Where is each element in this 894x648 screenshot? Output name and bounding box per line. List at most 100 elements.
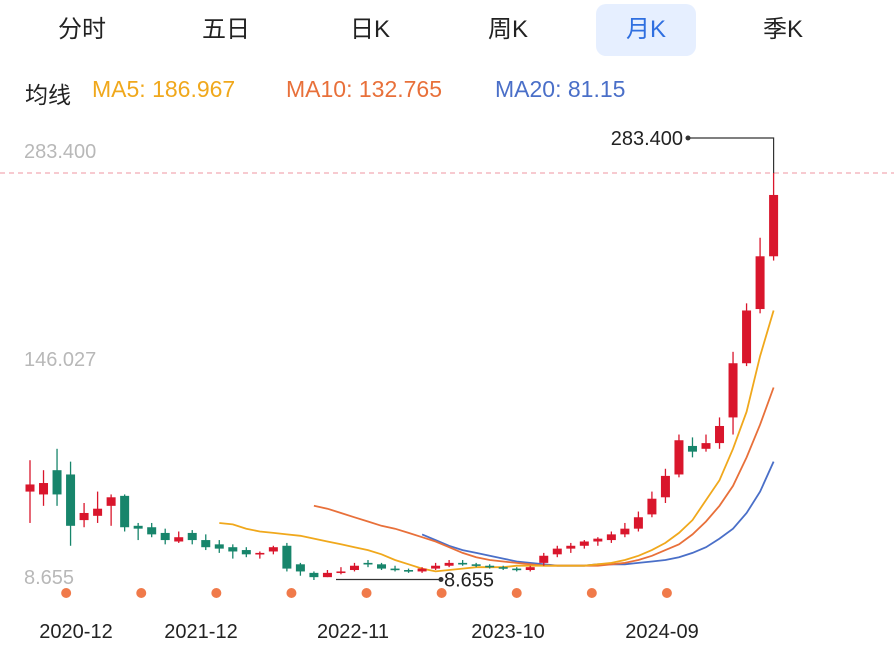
- candle-body: [336, 571, 346, 574]
- candle: [431, 562, 441, 571]
- candle: [769, 173, 779, 261]
- candle: [201, 534, 211, 551]
- candle: [25, 460, 35, 523]
- max-marker: 283.400: [611, 128, 775, 173]
- tab-monthly-k[interactable]: 月K: [596, 4, 696, 56]
- candle-body: [228, 547, 238, 552]
- candle-body: [674, 440, 684, 475]
- candle: [687, 437, 697, 458]
- x-axis-labels: 2020-12 2021-12 2022-11 2023-10 2024-09: [39, 621, 698, 643]
- candle: [647, 491, 657, 518]
- candle-body: [498, 567, 508, 569]
- candle-body: [66, 474, 76, 526]
- candle: [228, 544, 238, 559]
- candle-body: [755, 256, 765, 310]
- candle: [187, 530, 197, 545]
- candle-body: [769, 194, 779, 257]
- x-tick-label: 2023-10: [471, 621, 544, 643]
- y-tick-label-top: 283.400: [24, 141, 96, 163]
- ma5-line: [219, 310, 775, 573]
- ma5-value: MA5: 186.967: [92, 76, 236, 102]
- candle: [525, 565, 535, 572]
- max-leader-line: [688, 137, 775, 173]
- candle-body: [742, 310, 752, 364]
- candle: [66, 461, 76, 546]
- tab-daily-k[interactable]: 日K: [349, 16, 390, 43]
- date-dot: [661, 588, 672, 598]
- candle: [660, 468, 670, 503]
- candle: [52, 448, 62, 506]
- candle-body: [458, 562, 468, 565]
- candle: [282, 542, 292, 572]
- candle-body: [390, 568, 400, 571]
- candle: [620, 522, 630, 538]
- candle-body: [25, 484, 35, 492]
- candle-body: [647, 498, 657, 515]
- candle: [715, 417, 725, 449]
- candle-body: [606, 534, 616, 541]
- candle: [336, 567, 346, 575]
- candle-body: [187, 532, 197, 541]
- candle: [174, 531, 184, 543]
- candle-body: [120, 495, 130, 528]
- candle: [539, 552, 549, 566]
- candle: [512, 567, 522, 572]
- x-tick-label: 2021-12: [164, 621, 237, 643]
- candle-body: [106, 497, 116, 506]
- candle: [498, 565, 508, 571]
- candle: [552, 545, 562, 558]
- candle-body: [404, 570, 414, 572]
- candle-body: [444, 562, 454, 566]
- date-dot: [586, 588, 597, 598]
- candle-body: [160, 532, 170, 541]
- date-marker-dots: [61, 588, 672, 598]
- candle-body: [214, 544, 224, 549]
- candle-body: [552, 548, 562, 555]
- candle: [471, 562, 481, 568]
- candle: [633, 511, 643, 532]
- date-dot: [61, 588, 72, 598]
- candle-body: [701, 443, 711, 449]
- candle: [728, 351, 738, 435]
- candle: [160, 528, 170, 545]
- date-dot: [361, 588, 372, 598]
- date-dot: [511, 588, 522, 598]
- min-marker: 8.655: [336, 570, 494, 592]
- ma10-line: [313, 387, 775, 567]
- candles: [25, 173, 779, 580]
- candle-body: [633, 517, 643, 529]
- x-tick-label: 2024-09: [625, 621, 698, 643]
- candle-body: [309, 572, 319, 578]
- period-tabs: 分时 五日 日K 周K 月K 季K: [0, 0, 894, 62]
- min-leader-dot: [438, 577, 444, 582]
- candlestick-chart: 283.400 146.027 8.655 2020-12 2021-12 20…: [0, 128, 894, 643]
- tab-five-day[interactable]: 五日: [202, 16, 250, 43]
- candle-body: [525, 567, 535, 571]
- candle-body: [282, 545, 292, 569]
- candle: [579, 540, 589, 549]
- candle-body: [579, 541, 589, 546]
- candle-body: [268, 547, 278, 552]
- tab-weekly-k[interactable]: 周K: [487, 16, 528, 43]
- tab-quarterly-k[interactable]: 季K: [762, 16, 803, 43]
- candle: [120, 494, 130, 532]
- candle-body: [471, 564, 481, 566]
- candle: [390, 565, 400, 572]
- candle-body: [620, 528, 630, 535]
- date-dot: [436, 588, 447, 598]
- moving-average-lines: [219, 310, 775, 573]
- ma10-value: MA10: 132.765: [286, 76, 443, 102]
- candle-body: [377, 564, 387, 569]
- candle: [349, 562, 359, 572]
- candle: [79, 502, 89, 528]
- candle: [444, 560, 454, 568]
- candle-body: [566, 545, 576, 549]
- ma20-value: MA20: 81.15: [495, 76, 626, 102]
- candle-body: [485, 565, 495, 568]
- tab-intraday[interactable]: 分时: [58, 16, 106, 43]
- candle-body: [147, 527, 157, 535]
- candle: [39, 470, 49, 506]
- candle: [701, 434, 711, 452]
- y-tick-label-middle: 146.027: [24, 349, 96, 371]
- candle-body: [322, 572, 332, 578]
